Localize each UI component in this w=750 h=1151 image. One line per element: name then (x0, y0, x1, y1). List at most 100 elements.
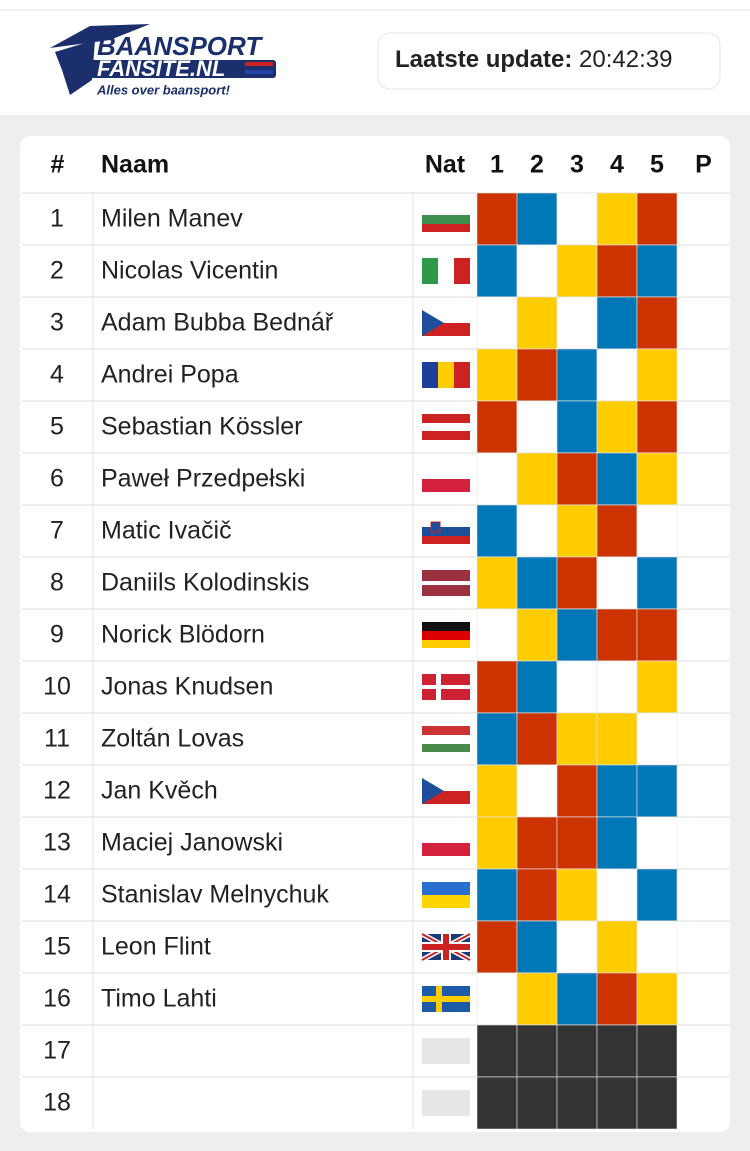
heat-cell (596, 504, 638, 558)
logo-stripe (245, 70, 273, 74)
column-header: Naam (101, 151, 169, 179)
heat-cell (556, 296, 598, 350)
logo-text: FANSITE.NL (97, 56, 225, 81)
heat-cell (596, 296, 638, 350)
rider-name: Milen Manev (101, 205, 243, 233)
position: 3 (50, 309, 64, 337)
heat-cell (596, 608, 638, 662)
position: 5 (50, 413, 64, 441)
heat-cell (596, 660, 638, 714)
heat-cell (556, 348, 598, 402)
position: 9 (50, 621, 64, 649)
heat-cell (476, 192, 518, 246)
heat-cell (636, 1076, 678, 1130)
rider-name: Daniils Kolodinskis (101, 569, 309, 597)
flags (420, 206, 472, 1116)
update-label: Laatste update: (395, 46, 572, 73)
heat-cell (556, 816, 598, 870)
column-header: 5 (650, 151, 664, 179)
heat-cell (476, 504, 518, 558)
rider-name: Jan Kvěch (101, 777, 218, 805)
logo-band (90, 60, 276, 78)
flag (422, 362, 470, 388)
rider-name: Maciej Janowski (101, 829, 283, 857)
heat-cell (476, 868, 518, 922)
column-header: 4 (610, 151, 624, 179)
heat-cell (556, 920, 598, 974)
position: 6 (50, 465, 64, 493)
heat-cell (636, 556, 678, 610)
flag (420, 931, 472, 963)
heat-cell (476, 816, 518, 870)
heat-cell (636, 244, 678, 298)
flag (422, 414, 470, 440)
flag (422, 778, 470, 804)
heat-cell (596, 972, 638, 1026)
heat-cell (516, 972, 558, 1026)
heat-cell (556, 1076, 598, 1130)
heat-cell (556, 1024, 598, 1078)
rider-name: Nicolas Vicentin (101, 257, 278, 285)
heat-cell (596, 348, 638, 402)
flag (422, 674, 470, 700)
heat-cell (596, 400, 638, 454)
heat-cell (556, 868, 598, 922)
flag-placeholder (422, 1038, 470, 1064)
flag (422, 882, 470, 908)
position: 4 (50, 361, 64, 389)
logo-stripe (245, 62, 273, 66)
heat-cell (596, 1076, 638, 1130)
heat-cell (596, 244, 638, 298)
rider-name: Adam Bubba Bednář (101, 309, 334, 337)
column-header: P (695, 151, 712, 179)
flag (422, 518, 470, 544)
heat-cell (596, 452, 638, 506)
rider-name: Paweł Przedpełski (101, 465, 305, 493)
heat-cell (516, 400, 558, 454)
heat-cell (476, 712, 518, 766)
heat-cell (476, 1076, 518, 1130)
heat-cell (516, 452, 558, 506)
flag (422, 570, 470, 596)
heat-cell (476, 608, 518, 662)
position: 8 (50, 569, 64, 597)
heat-cell (516, 868, 558, 922)
logo-text: BAANSPORT (97, 31, 263, 61)
heat-cell (516, 1076, 558, 1130)
rider-name: Leon Flint (101, 933, 211, 961)
heat-cell (516, 244, 558, 298)
heat-cell (516, 348, 558, 402)
heat-cell (596, 868, 638, 922)
heat-cell (516, 192, 558, 246)
flag (422, 310, 470, 336)
position: 7 (50, 517, 64, 545)
heat-cell (516, 764, 558, 818)
heat-cell (596, 192, 638, 246)
flag (422, 466, 470, 492)
position: 12 (43, 777, 71, 805)
heat-cell (596, 920, 638, 974)
position: 15 (43, 933, 71, 961)
column-header: 3 (570, 151, 584, 179)
heat-cell (516, 660, 558, 714)
position: 2 (50, 257, 64, 285)
position: 11 (44, 725, 70, 753)
heat-cell (636, 192, 678, 246)
position: 14 (43, 881, 71, 909)
update-text: Laatste update: 20:42:39 (395, 46, 672, 73)
heat-cell (636, 816, 678, 870)
update-time: 20:42:39 (579, 46, 672, 73)
flag (422, 622, 470, 648)
heat-cell (516, 504, 558, 558)
heat-cell (636, 764, 678, 818)
logo-icon (55, 40, 95, 95)
heat-cell (596, 1024, 638, 1078)
heat-cell (556, 244, 598, 298)
heat-cell (556, 452, 598, 506)
heat-cell (516, 712, 558, 766)
column-header: 2 (530, 151, 544, 179)
logo-tagline: Alles over baansport! (96, 82, 231, 97)
heat-cell (516, 296, 558, 350)
